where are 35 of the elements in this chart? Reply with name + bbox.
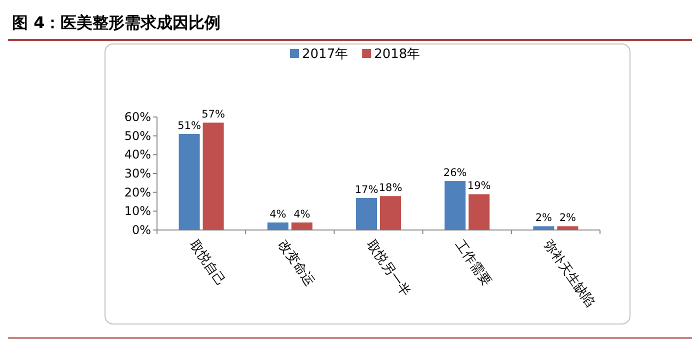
bar bbox=[291, 222, 312, 230]
y-tick-label: 60% bbox=[124, 110, 151, 124]
x-tick-label: 取悦自己 bbox=[186, 238, 228, 289]
data-label: 51% bbox=[178, 120, 201, 132]
y-tick-label: 0% bbox=[132, 223, 151, 237]
bar bbox=[444, 181, 466, 230]
chart-title: 图 4：医美整形需求成因比例 bbox=[12, 13, 221, 32]
data-label: 2% bbox=[559, 212, 576, 224]
bar bbox=[356, 198, 377, 230]
data-label: 19% bbox=[467, 180, 491, 192]
data-label: 4% bbox=[294, 208, 310, 220]
data-label: 17% bbox=[354, 184, 378, 196]
bar bbox=[267, 222, 288, 230]
data-label: 57% bbox=[202, 108, 225, 121]
y-tick-label: 40% bbox=[124, 148, 151, 162]
data-label: 26% bbox=[443, 167, 467, 180]
legend-label: 2017年 bbox=[302, 47, 348, 62]
bar bbox=[533, 226, 554, 230]
bar bbox=[202, 122, 224, 230]
y-tick-label: 50% bbox=[124, 128, 151, 143]
bar bbox=[380, 196, 401, 230]
legend-label: 2018年 bbox=[374, 47, 420, 62]
data-label: 18% bbox=[378, 182, 402, 194]
data-label: 4% bbox=[270, 208, 286, 220]
x-tick-label: 弥补天生缺陷 bbox=[540, 238, 598, 310]
bar bbox=[557, 226, 578, 230]
x-tick-label: 工作需要 bbox=[452, 238, 494, 289]
x-tick-label: 取悦另一半 bbox=[363, 238, 413, 300]
x-tick-label: 改变命运 bbox=[274, 238, 317, 289]
bar bbox=[178, 134, 200, 230]
data-label: 2% bbox=[535, 212, 552, 224]
y-tick-label: 10% bbox=[124, 204, 151, 218]
y-tick-label: 30% bbox=[124, 166, 151, 180]
bar bbox=[468, 194, 490, 230]
y-tick-label: 20% bbox=[124, 185, 151, 200]
